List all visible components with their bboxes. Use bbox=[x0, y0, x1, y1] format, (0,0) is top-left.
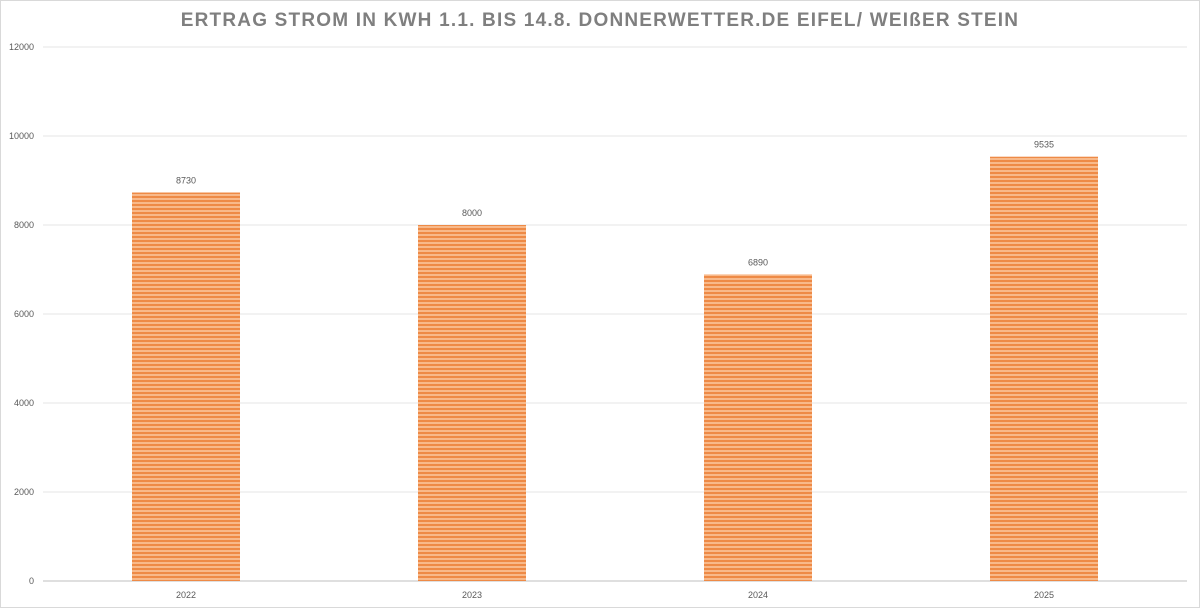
data-label: 6890 bbox=[748, 257, 768, 267]
chart-title: ERTRAG STROM IN KWH 1.1. BIS 14.8. DONNE… bbox=[180, 10, 1020, 31]
data-label: 8730 bbox=[176, 176, 196, 186]
x-tick-label: 2022 bbox=[176, 590, 196, 600]
y-tick-label: 0 bbox=[29, 576, 34, 586]
y-tick-label: 2000 bbox=[14, 487, 34, 497]
y-tick-label: 8000 bbox=[14, 220, 34, 230]
y-tick-label: 6000 bbox=[14, 309, 34, 319]
bar-2025 bbox=[990, 156, 1098, 581]
data-label: 9535 bbox=[1034, 140, 1054, 150]
bar-2024 bbox=[704, 274, 812, 581]
y-tick-label: 10000 bbox=[9, 131, 34, 141]
x-tick-label: 2023 bbox=[462, 590, 482, 600]
y-tick-label: 12000 bbox=[9, 42, 34, 52]
data-label: 8000 bbox=[462, 208, 482, 218]
x-tick-label: 2024 bbox=[748, 590, 768, 600]
x-tick-label: 2025 bbox=[1034, 590, 1054, 600]
bar-2023 bbox=[418, 225, 526, 581]
y-tick-label: 4000 bbox=[14, 398, 34, 408]
bar-2022 bbox=[132, 192, 240, 581]
